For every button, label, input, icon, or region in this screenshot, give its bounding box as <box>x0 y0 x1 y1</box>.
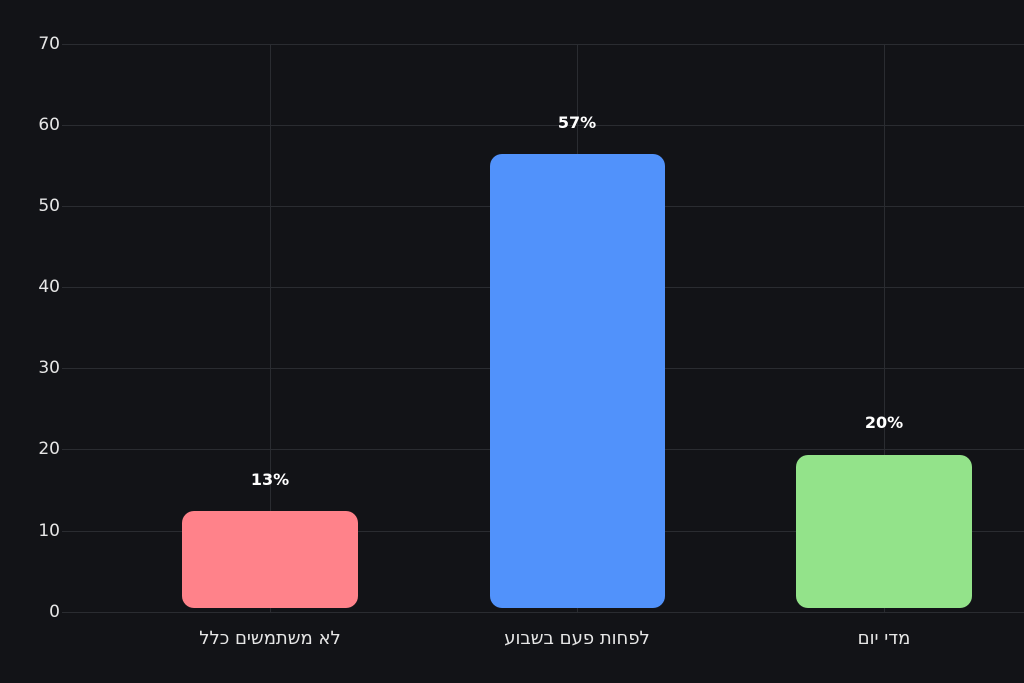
gridline-0 <box>62 612 1024 613</box>
y-tick-label: 70 <box>38 34 60 54</box>
x-category-label: לא משתמשים כלל <box>199 628 341 649</box>
vgridline-1 <box>270 44 271 613</box>
vgridline-3 <box>884 44 885 613</box>
bar-daily <box>796 455 972 608</box>
y-tick-label: 20 <box>38 439 60 459</box>
y-tick-label: 30 <box>38 358 60 378</box>
y-tick-label: 10 <box>38 521 60 541</box>
x-category-label: מדי יום <box>857 628 911 649</box>
bar-value-label: 13% <box>250 470 290 489</box>
y-tick-label: 50 <box>38 196 60 216</box>
gridline-70 <box>62 44 1024 45</box>
x-category-label: לפחות פעם בשבוע <box>504 628 650 649</box>
bar-value-label: 20% <box>864 413 904 432</box>
y-tick-label: 0 <box>49 602 60 622</box>
bar-weekly <box>490 154 665 608</box>
bar-never-use <box>182 511 358 608</box>
gridline-60 <box>62 125 1024 126</box>
y-tick-label: 40 <box>38 277 60 297</box>
bar-value-label: 57% <box>557 113 597 132</box>
y-tick-label: 60 <box>38 115 60 135</box>
